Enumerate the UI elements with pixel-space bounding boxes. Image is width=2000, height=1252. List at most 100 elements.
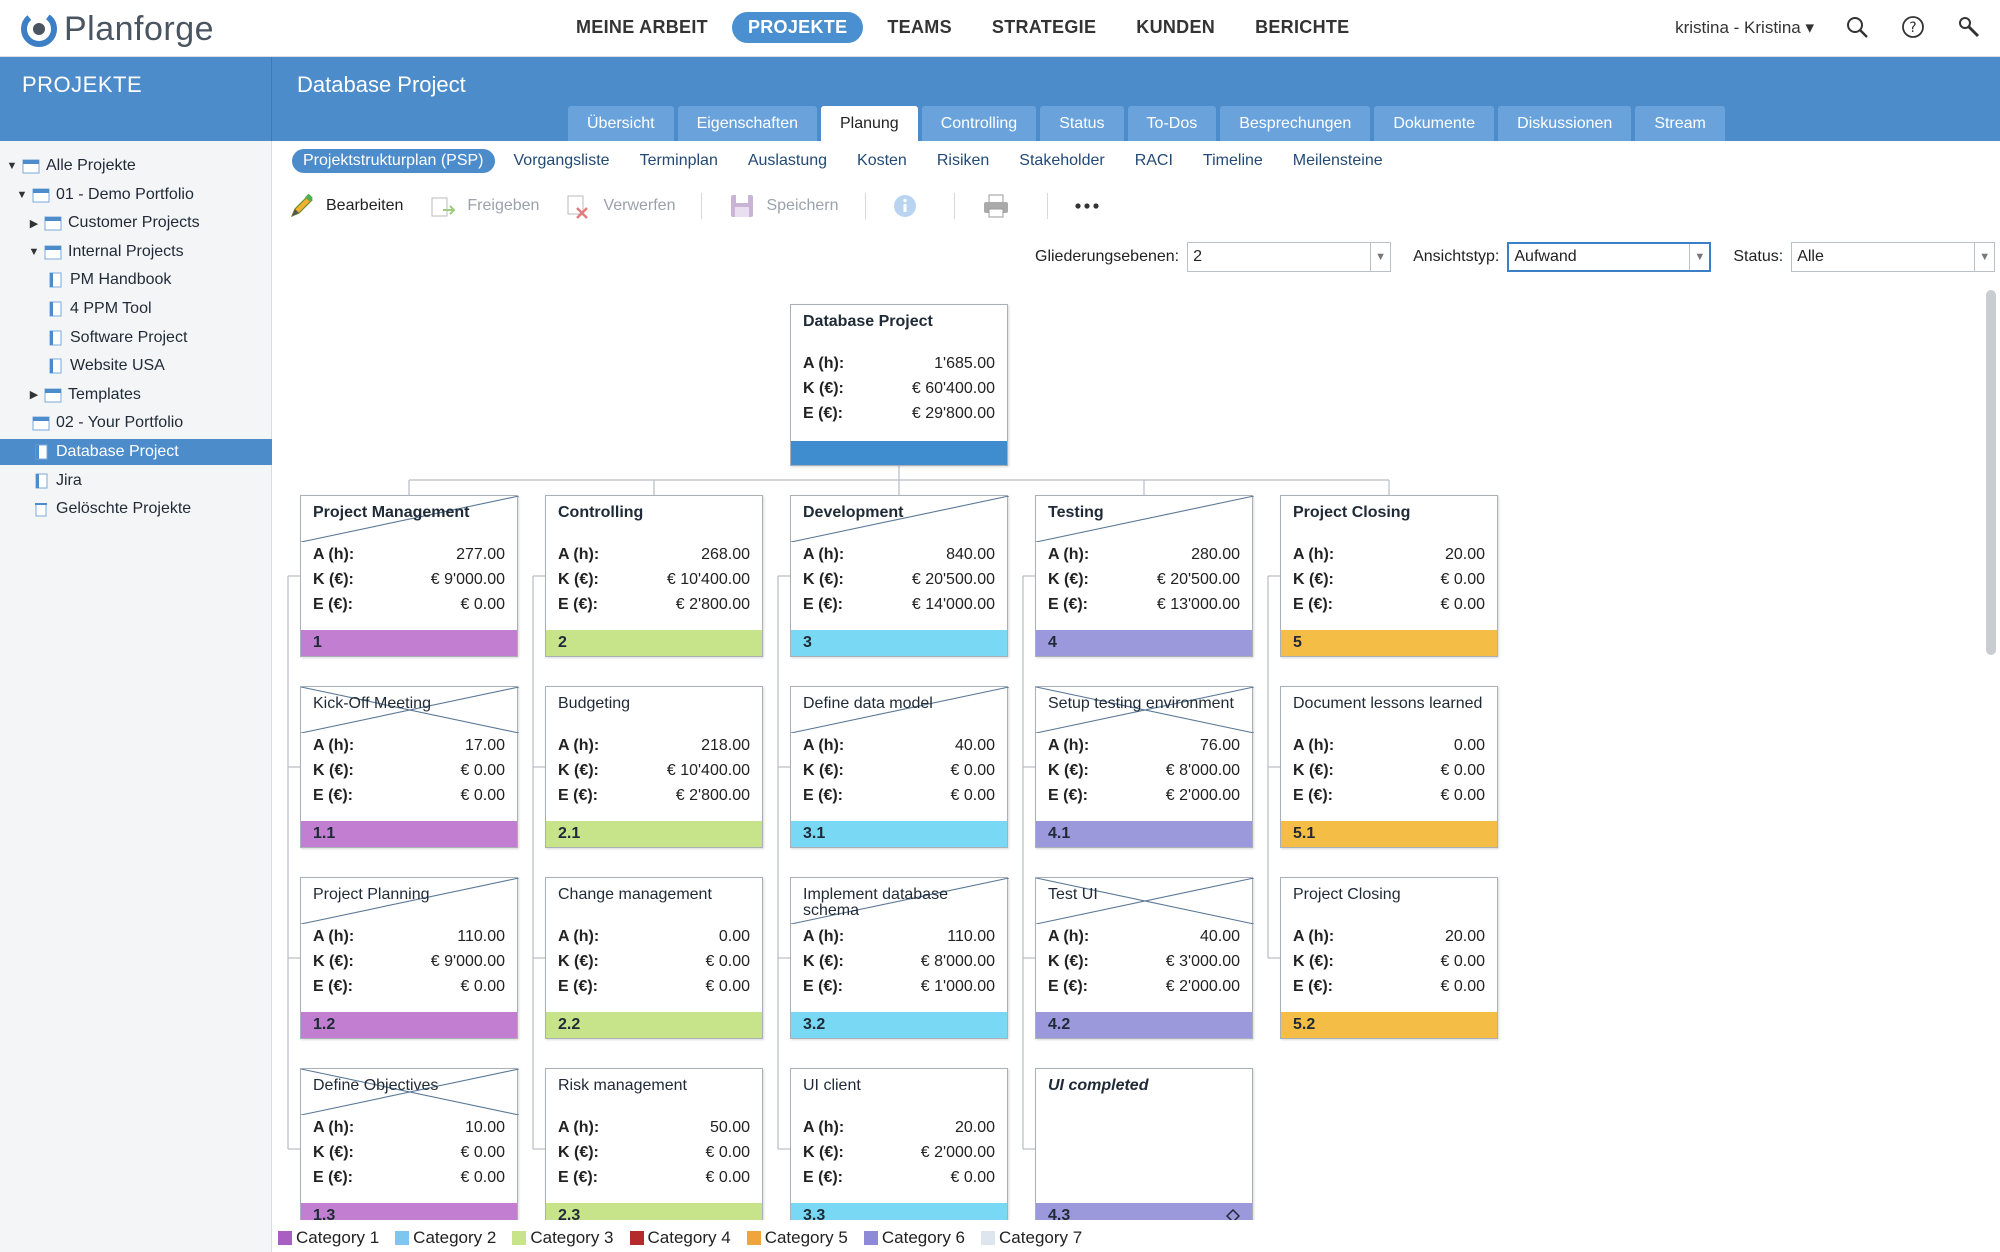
wbs-card[interactable]: Kick-Off Meeting A (h): 17.00 K (€): € 0.00 E… [300, 686, 519, 848]
wbs-card[interactable]: Define data model A (h): 40.00 K (€): € 0.00… [790, 686, 1009, 848]
printer-icon [983, 194, 1008, 218]
discard-label: Verwerfen [603, 197, 676, 214]
wbs-card[interactable]: Setup testing environment A (h): 76.00 K (€… [1035, 686, 1254, 848]
tab-4[interactable]: Status [1040, 106, 1124, 141]
subtab-2[interactable]: Terminplan [639, 152, 718, 169]
subtab-9[interactable]: Meilensteine [1292, 152, 1383, 169]
logo[interactable]: Planforge [20, 8, 214, 50]
wbs-card[interactable]: Testing A (h): 280.00 K (€): € 20'500.00 E (€… [1035, 495, 1254, 657]
legend-label: Category 6 [881, 1228, 966, 1247]
tree-item[interactable]: 02 - Your Portfolio [16, 410, 183, 436]
subtab-8[interactable]: Timeline [1202, 152, 1263, 169]
tree-toggle-icon[interactable]: ▶ [29, 217, 39, 230]
status-select[interactable]: Alle ▼ [1791, 242, 1996, 272]
wbs-card[interactable]: Project Closing A (h): 20.00 K (€): € 0.00 E … [1280, 495, 1498, 657]
tab-7[interactable]: Dokumente [1374, 106, 1495, 141]
user-menu[interactable]: kristina - Kristina ▾ [1675, 18, 1814, 37]
more-button[interactable] [1074, 201, 1110, 211]
sidebar-title: PROJEKTE [22, 72, 143, 97]
card-a-label: A (h): [558, 546, 600, 563]
card-k-value: € 0.00 [705, 953, 750, 970]
tree-item[interactable]: Gelöschte Projekte [16, 496, 191, 522]
save-button[interactable]: Speichern [728, 192, 839, 220]
tree-toggle-icon[interactable]: ▶ [29, 389, 39, 402]
tab-8[interactable]: Diskussionen [1498, 106, 1632, 141]
wbs-card[interactable]: Risk management A (h): 50.00 K (€): € 0.00 E … [545, 1068, 763, 1220]
subtab-0[interactable]: Projektstrukturplan (PSP) [292, 149, 495, 173]
project-icon [46, 301, 64, 317]
wbs-card[interactable]: Budgeting A (h): 218.00 K (€): € 10'400.00 E … [545, 686, 763, 848]
subtab-7[interactable]: RACI [1134, 152, 1173, 169]
tree-item[interactable]: Database Project [0, 439, 272, 465]
tree-item[interactable]: Software Project [46, 325, 187, 351]
tree-item[interactable]: 4 PPM Tool [46, 296, 152, 322]
wbs-card[interactable]: Project Management A (h): 277.00 K (€): € 9'… [300, 495, 519, 657]
toolbar-divider [1046, 193, 1048, 219]
card-a-row: A (h): 20.00 [803, 1119, 995, 1139]
tab-9[interactable]: Stream [1635, 106, 1725, 141]
nav-projekte[interactable]: PROJEKTE [731, 12, 864, 43]
tab-5[interactable]: To-Dos [1127, 106, 1217, 141]
card-k-value: € 60'400.00 [911, 380, 995, 397]
view-type-label: Ansichtstyp: [1413, 248, 1500, 265]
wbs-card[interactable]: Test UI A (h): 40.00 K (€): € 3'000.00 E (€):… [1035, 877, 1254, 1039]
info-button[interactable] [892, 193, 928, 219]
tree-toggle-icon[interactable]: ▼ [28, 245, 40, 258]
project-tree: ▼ Alle Projekte ▼ 01 - Demo Portfolio ▶ Custo… [0, 141, 272, 1252]
nav-meine-arbeit[interactable]: MEINE ARBEIT [576, 17, 708, 37]
nav-kunden[interactable]: KUNDEN [1136, 17, 1216, 37]
wbs-card[interactable]: Define Objectives A (h): 10.00 K (€): € 0.00… [300, 1068, 519, 1220]
tab-0[interactable]: Übersicht [568, 106, 674, 141]
levels-select[interactable]: 2 ▼ [1187, 242, 1392, 272]
tree-item[interactable]: ▼ 01 - Demo Portfolio [16, 182, 194, 208]
subtab-5[interactable]: Risiken [936, 152, 990, 169]
wbs-card[interactable]: Controlling A (h): 268.00 K (€): € 10'400.00… [545, 495, 763, 657]
help-icon[interactable]: ? [1900, 14, 1926, 45]
tab-2[interactable]: Planung [820, 106, 918, 141]
card-k-label: K (€): [313, 571, 354, 588]
wbs-card[interactable]: UI client A (h): 20.00 K (€): € 2'000.00 E (€… [790, 1068, 1008, 1220]
search-icon[interactable] [1844, 14, 1870, 45]
tab-6[interactable]: Besprechungen [1220, 106, 1371, 141]
edit-button[interactable]: Bearbeiten [288, 192, 403, 220]
wbs-card[interactable]: Project Planning A (h): 110.00 K (€): € 9'00… [300, 877, 519, 1039]
nav-strategie[interactable]: STRATEGIE [991, 17, 1097, 37]
tree-item[interactable]: Website USA [46, 353, 165, 379]
tree-item[interactable]: ▶ Customer Projects [28, 210, 200, 236]
wbs-card[interactable]: Development A (h): 840.00 K (€): € 20'500.00… [790, 495, 1009, 657]
tree-toggle-icon[interactable]: ▼ [6, 160, 18, 172]
levels-label: Gliederungsebenen: [1035, 248, 1180, 265]
tab-1[interactable]: Eigenschaften [677, 106, 817, 141]
wbs-root-card[interactable]: Database Project A (h): 1'685.00 K (€): € 60… [790, 304, 1008, 466]
toolbar-divider [864, 193, 866, 219]
wrench-icon[interactable] [1956, 14, 1982, 45]
tree-toggle-icon[interactable]: ▼ [16, 188, 28, 201]
card-e-label: E (€): [558, 978, 598, 995]
card-k-label: K (€): [313, 953, 354, 970]
tree-item[interactable]: ▶ Templates [28, 382, 141, 408]
subtab-4[interactable]: Kosten [857, 152, 907, 169]
legend-label: Category 4 [647, 1228, 731, 1247]
discard-button[interactable]: Verwerfen [565, 192, 675, 220]
tree-item[interactable]: ▼ Alle Projekte [6, 153, 136, 179]
wbs-card[interactable]: Project Closing A (h): 20.00 K (€): € 0.00 E … [1280, 877, 1498, 1039]
subtab-1[interactable]: Vorgangsliste [513, 152, 610, 169]
wbs-card[interactable]: Change management A (h): 0.00 K (€): € 0.00 E… [545, 877, 763, 1039]
view-type-select[interactable]: Aufwand ▼ [1507, 242, 1712, 272]
folder-icon [44, 215, 62, 231]
nav-berichte[interactable]: BERICHTE [1255, 17, 1350, 37]
subtab-6[interactable]: Stakeholder [1019, 152, 1105, 169]
tab-3[interactable]: Controlling [921, 106, 1037, 141]
tree-item[interactable]: Jira [16, 468, 82, 494]
card-e-label: E (€): [313, 1169, 353, 1186]
release-button[interactable]: Freigeben [429, 192, 539, 220]
tree-item[interactable]: PM Handbook [46, 267, 171, 293]
tree-item[interactable]: ▼ Internal Projects [28, 239, 184, 265]
wbs-card[interactable]: UI completed 4.3 [1035, 1068, 1253, 1220]
subtab-3[interactable]: Auslastung [747, 152, 828, 169]
wbs-card[interactable]: Document lessons learned A (h): 0.00 K (€):… [1280, 686, 1498, 848]
wbs-card[interactable]: Implement database schema A (h): 110.00 K (… [790, 877, 1009, 1039]
vertical-scrollbar[interactable] [1986, 290, 1996, 655]
nav-teams[interactable]: TEAMS [887, 17, 952, 37]
print-button[interactable] [981, 192, 1021, 220]
